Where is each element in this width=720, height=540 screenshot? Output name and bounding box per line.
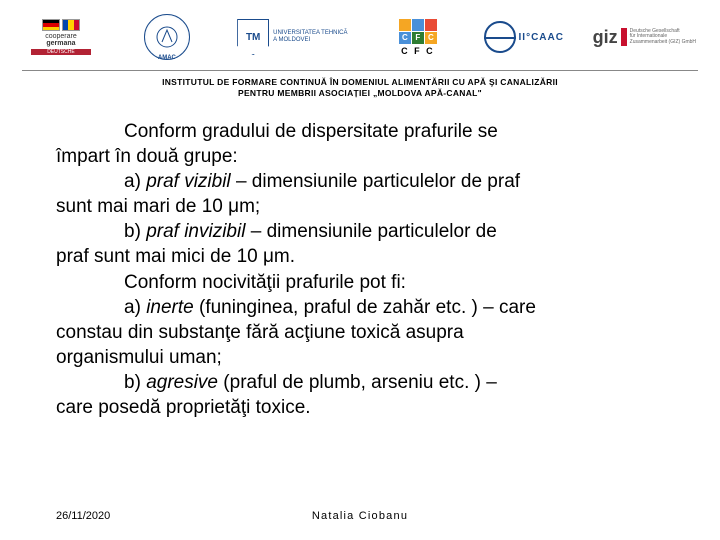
p6-italic: agresive xyxy=(146,372,218,393)
p6-post: (praful de plumb, arseniu etc. ) – xyxy=(218,372,497,393)
p5-italic: inerte xyxy=(146,297,194,318)
cfc-label: C F C xyxy=(401,46,435,56)
giz-red-bar-icon xyxy=(621,28,627,46)
utm-line2: A MOLDOVEI xyxy=(273,37,347,44)
para3-line2: praf sunt mai mici de 10 μm. xyxy=(56,244,664,269)
logo-utm: TM UNIVERSITATEA TEHNICĂ A MOLDOVEI xyxy=(224,12,361,62)
logo-cfc: C F C C F C xyxy=(369,12,467,62)
flag-germany-icon xyxy=(42,19,60,31)
logo-germana-bar: DEUTSCHE ZUSAMMENARBEIT xyxy=(31,49,91,55)
slide-body: Conform gradului de dispersitate prafuri… xyxy=(0,105,720,420)
slide-footer: 26/11/2020 Natalia Ciobanu xyxy=(0,510,720,522)
logo-giz: giz Deutsche Gesellschaft für Internatio… xyxy=(581,12,708,62)
footer-date: 26/11/2020 xyxy=(56,510,110,522)
para1-line1: Conform gradului de dispersitate prafuri… xyxy=(56,119,664,144)
para5-line2: constau din substanţe fără acţiune toxic… xyxy=(56,320,664,345)
p2-post: – dimensiunile particulelor de praf xyxy=(231,171,520,192)
footer-author: Natalia Ciobanu xyxy=(312,510,408,522)
logo-amac-label: AMAC xyxy=(158,55,176,61)
para1-line2: împart în două grupe: xyxy=(56,144,664,169)
giz-line3: Zusammenarbeit (GIZ) GmbH xyxy=(630,40,696,46)
p2-pre: a) xyxy=(124,171,146,192)
para2-line2: sunt mai mari de 10 μm; xyxy=(56,194,664,219)
p5-post: (funinginea, praful de zahăr etc. ) – ca… xyxy=(194,297,536,318)
para3-line1: b) praf invizibil – dimensiunile particu… xyxy=(56,219,664,244)
logo-amac: AMAC xyxy=(118,12,216,62)
utm-line1: UNIVERSITATEA TEHNICĂ xyxy=(273,30,347,37)
institute-title: INSTITUTUL DE FORMARE CONTINUĂ ÎN DOMENI… xyxy=(0,71,720,105)
para4: Conform nocivităţii prafurile pot fi: xyxy=(56,270,664,295)
cfc-squares-icon: C F C xyxy=(399,19,437,44)
logo-germana-label2: germana xyxy=(46,40,75,47)
logo-caac: II°CAAC xyxy=(475,12,573,62)
para5-line1: a) inerte (funinginea, praful de zahăr e… xyxy=(56,295,664,320)
header-logo-row: cooperare germana DEUTSCHE ZUSAMMENARBEI… xyxy=(0,0,720,70)
p3-pre: b) xyxy=(124,221,146,242)
caac-text: II°CAAC xyxy=(519,32,564,43)
para6-line2: care posedă proprietăţi toxice. xyxy=(56,395,664,420)
p5-pre: a) xyxy=(124,297,146,318)
p3-post: – dimensiunile particulelor de xyxy=(245,221,496,242)
para2-line1: a) praf vizibil – dimensiunile particule… xyxy=(56,169,664,194)
para6-line1: b) agresive (praful de plumb, arseniu et… xyxy=(56,370,664,395)
p6-pre: b) xyxy=(124,372,146,393)
p2-italic: praf vizibil xyxy=(146,171,230,192)
caac-circle-icon xyxy=(484,21,516,53)
flag-moldova-icon xyxy=(62,19,80,31)
p3-italic: praf invizibil xyxy=(146,221,245,242)
amac-emblem-icon xyxy=(152,22,182,52)
institute-line1: INSTITUTUL DE FORMARE CONTINUĂ ÎN DOMENI… xyxy=(162,77,558,87)
logo-germana: cooperare germana DEUTSCHE ZUSAMMENARBEI… xyxy=(12,12,110,62)
institute-line2: PENTRU MEMBRII ASOCIAȚIEI „MOLDOVA APĂ-C… xyxy=(238,88,482,98)
logo-germana-label1: cooperare xyxy=(45,33,77,40)
giz-mark: giz xyxy=(593,27,618,48)
utm-shield-icon: TM xyxy=(237,19,269,55)
para5-line3: organismului uman; xyxy=(56,345,664,370)
